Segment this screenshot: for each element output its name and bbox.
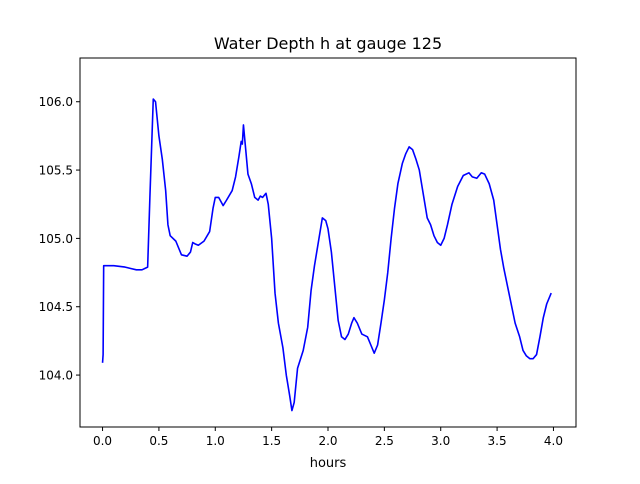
x-tick-label: 2.0 [318,434,337,448]
x-tick-label: 4.0 [544,434,563,448]
plot-area: 0.0 0.5 1.0 1.5 2.0 2.5 3.0 3.5 4.0 104.0 104.5 105… [39,57,577,448]
y-tick-label: 104.0 [39,369,73,383]
x-axis-label: hours [310,456,347,471]
x-tick-label: 0.5 [149,434,168,448]
y-tick-label: 106.0 [39,95,73,109]
x-tick-label: 3.5 [488,434,507,448]
x-tick-label: 2.5 [375,434,394,448]
series-line-0 [101,98,552,412]
chart-title: Water Depth h at gauge 125 [214,34,442,53]
y-tick-label: 105.5 [39,164,73,178]
y-tick-label: 105.0 [39,232,73,246]
x-tick-label: 0.0 [93,434,112,448]
x-tick-label: 1.0 [206,434,225,448]
y-tick-label: 104.5 [39,300,73,314]
x-tick-label: 3.0 [431,434,450,448]
x-tick-label: 1.5 [262,434,281,448]
